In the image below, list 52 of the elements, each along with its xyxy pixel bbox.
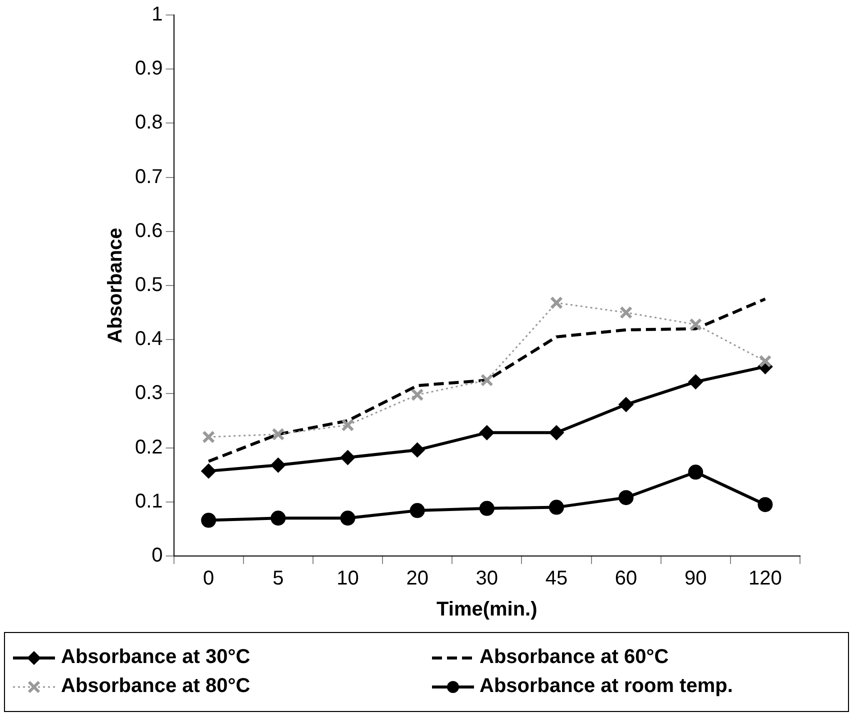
- point: [618, 490, 634, 506]
- y-tick-label: 1: [152, 4, 163, 26]
- point: [550, 296, 563, 310]
- x-tick-label: 60: [614, 568, 638, 590]
- point: [548, 425, 564, 440]
- point: [272, 428, 285, 441]
- point: [410, 442, 425, 458]
- point: [480, 374, 494, 387]
- point: [270, 458, 286, 473]
- y-tick-label: 0.6: [134, 220, 163, 242]
- x-tick-label: 0: [203, 568, 214, 590]
- x-tick-label: 10: [336, 568, 359, 590]
- y-tick-label: 0.9: [134, 58, 163, 80]
- point: [202, 430, 216, 444]
- y-tick-label: 0.3: [134, 382, 163, 404]
- x-tick-label: 20: [406, 568, 428, 590]
- point: [688, 374, 704, 390]
- point: [620, 306, 633, 319]
- y-tick-label: 0.7: [134, 166, 163, 188]
- x-tick-label: 30: [476, 568, 498, 590]
- legend-label: Absorbance at 80°C: [61, 675, 250, 698]
- point: [618, 397, 634, 412]
- legend-label: Absorbance at 30°C: [61, 646, 250, 669]
- point: [479, 425, 494, 440]
- point: [688, 464, 704, 480]
- point: [340, 510, 356, 526]
- y-tick-label: 0.8: [134, 112, 163, 134]
- x-axis-title: Time(min.): [436, 598, 538, 621]
- point: [341, 418, 354, 432]
- point: [201, 464, 216, 479]
- point: [548, 500, 564, 515]
- y-tick-label: 0: [152, 544, 163, 567]
- x-tick-label: 90: [684, 568, 707, 590]
- y-tick-label: 0.2: [134, 436, 163, 458]
- point: [479, 500, 494, 516]
- y-tick-label: 0.1: [134, 490, 163, 512]
- y-tick-label: 0.4: [134, 328, 163, 350]
- legend-label: Absorbance at room temp.: [480, 675, 733, 698]
- y-tick-label: 0.5: [134, 274, 163, 296]
- x-tick-label: 120: [748, 568, 782, 590]
- x-tick-label: 45: [545, 568, 568, 590]
- point: [340, 450, 356, 466]
- y-axis-title: Absorbance: [104, 228, 127, 344]
- legend-label: Absorbance at 60°C: [480, 646, 669, 669]
- point: [410, 503, 425, 518]
- x-tick-label: 5: [272, 568, 284, 590]
- point: [758, 497, 773, 512]
- point: [410, 388, 424, 402]
- point: [270, 510, 286, 526]
- point: [758, 354, 772, 368]
- point: [689, 318, 702, 331]
- point: [201, 512, 216, 528]
